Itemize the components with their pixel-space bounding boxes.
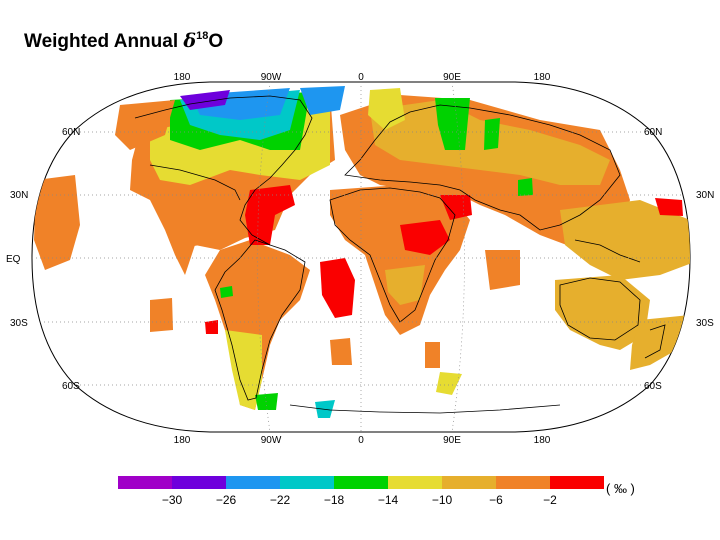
- map-title: Weighted Annual δ18O: [24, 30, 224, 52]
- lon-label: 180: [534, 72, 551, 83]
- lat-label: 60S: [62, 381, 80, 392]
- field-pacific-red: [655, 198, 683, 216]
- colorbar-swatch: [118, 476, 172, 489]
- lat-label: 60S: [644, 381, 662, 392]
- lat-labels-right: 60N 30N 30S 60S: [644, 127, 714, 392]
- colorbar-tick-label: −18: [324, 493, 345, 507]
- field-south-pacific-island: [150, 298, 173, 332]
- field-south-indian-island: [425, 342, 440, 368]
- field-north-america-violet: [180, 90, 230, 110]
- colorbar-swatch: [334, 476, 388, 489]
- field-southeast-asia: [560, 200, 690, 280]
- graticule: [32, 82, 690, 432]
- lon-label: 90E: [443, 435, 461, 446]
- colorbar-swatch: [172, 476, 226, 489]
- lon-label: 0: [358, 435, 364, 446]
- lat-label: EQ: [6, 254, 21, 265]
- lat-label: 30N: [696, 190, 714, 201]
- colorbar-swatch: [442, 476, 496, 489]
- field-indian-ocean: [485, 250, 520, 290]
- colorbar: −30 −26 −22 −18 −14 −10 −6 −2: [118, 476, 604, 507]
- lon-labels-top: 180 90W 0 90E 180: [174, 72, 551, 83]
- field-south-america-yellow: [225, 330, 262, 410]
- lat-label: 60N: [644, 127, 662, 138]
- colorbar-swatch: [388, 476, 442, 489]
- field-south-atlantic-island: [330, 338, 352, 365]
- colorbar-tick-label: −2: [543, 493, 557, 507]
- lon-label: 90E: [443, 72, 461, 83]
- colorbar-tick-label: −26: [216, 493, 237, 507]
- colorbar-tick-label: −6: [489, 493, 503, 507]
- lon-label: 90W: [261, 72, 282, 83]
- colorbar-swatch: [496, 476, 550, 489]
- lon-label: 90W: [261, 435, 282, 446]
- field-siberia-green: [435, 98, 470, 150]
- colorbar-unit: ( ‰ ): [606, 481, 635, 496]
- map-globe: [31, 81, 691, 433]
- colorbar-swatch: [280, 476, 334, 489]
- lat-labels-left: 60N 30N EQ 30S 60S: [6, 127, 80, 392]
- field-south-atlantic-red: [320, 258, 355, 318]
- field-new-zealand: [630, 315, 690, 370]
- field-tibet-green: [518, 178, 533, 196]
- lat-label: 60N: [62, 127, 80, 138]
- colorbar-tick-label: −30: [162, 493, 183, 507]
- lon-label: 0: [358, 72, 364, 83]
- field-siberia-green-east: [484, 118, 500, 150]
- field-west-pacific-edge: [34, 175, 80, 270]
- lon-label: 180: [174, 72, 191, 83]
- lon-labels-bottom: 180 90W 0 90E 180: [174, 435, 551, 446]
- field-south-america: [205, 240, 310, 410]
- field-north-pacific-edge: [115, 100, 175, 150]
- field-hawaii: [180, 223, 200, 248]
- field-southern-africa-yellow: [385, 265, 425, 305]
- lat-label: 30S: [696, 318, 714, 329]
- coastlines: [134, 95, 666, 414]
- field-subantarctic-yellow: [436, 372, 462, 395]
- lat-label: 30S: [10, 318, 28, 329]
- colorbar-tick-label: −14: [378, 493, 399, 507]
- colorbar-tick-label: −22: [270, 493, 291, 507]
- field-east-africa-red: [400, 220, 450, 255]
- field-greenland: [300, 86, 345, 115]
- lon-label: 180: [174, 435, 191, 446]
- isotope-field: [34, 86, 690, 418]
- colorbar-swatch: [226, 476, 280, 489]
- field-patagonia-green: [255, 393, 278, 410]
- lat-label: 30N: [10, 190, 28, 201]
- lon-label: 180: [534, 435, 551, 446]
- colorbar-swatch: [550, 476, 604, 489]
- colorbar-tick-label: −10: [432, 493, 453, 507]
- field-andes-red: [205, 320, 218, 334]
- field-andes-green: [220, 286, 233, 298]
